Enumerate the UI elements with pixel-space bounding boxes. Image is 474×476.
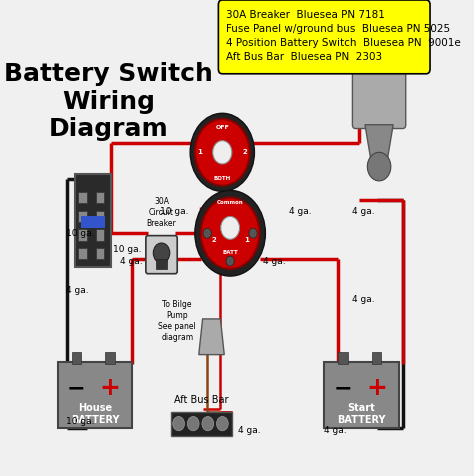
Bar [171, 412, 232, 436]
Text: −: − [67, 378, 86, 398]
Text: 4 ga.: 4 ga. [352, 208, 374, 216]
Circle shape [195, 119, 250, 186]
Bar [338, 352, 347, 364]
Text: 4 ga.: 4 ga. [120, 258, 143, 266]
Text: 30A
Circuit
Breaker: 30A Circuit Breaker [146, 197, 176, 228]
Bar [324, 362, 399, 428]
Bar [372, 352, 381, 364]
Circle shape [213, 141, 232, 164]
Text: Battery Switch
Wiring
Diagram: Battery Switch Wiring Diagram [4, 62, 213, 141]
Bar [96, 248, 104, 259]
Text: To Bilge
Pump
See panel
diagram: To Bilge Pump See panel diagram [158, 300, 196, 342]
Text: 4 ga.: 4 ga. [289, 208, 311, 216]
Circle shape [201, 198, 260, 269]
Text: −: − [334, 378, 352, 398]
Text: OFF: OFF [215, 125, 229, 130]
Text: 4 ga.: 4 ga. [238, 426, 261, 435]
Text: 4 ga.: 4 ga. [324, 426, 347, 435]
Text: +: + [366, 377, 387, 400]
Circle shape [217, 416, 228, 431]
Circle shape [153, 243, 170, 263]
Circle shape [202, 416, 214, 431]
Text: 2: 2 [211, 238, 216, 243]
Text: BATT: BATT [222, 250, 238, 256]
Text: 1: 1 [197, 149, 202, 155]
Text: 4 ga.: 4 ga. [264, 258, 286, 266]
Circle shape [195, 190, 265, 276]
Bar [78, 229, 87, 240]
Circle shape [173, 416, 184, 431]
Text: House
BATTERY: House BATTERY [71, 403, 119, 425]
Circle shape [203, 228, 211, 238]
Bar [78, 192, 87, 203]
Text: Start
BATTERY: Start BATTERY [337, 403, 386, 425]
FancyBboxPatch shape [219, 0, 430, 74]
Bar [96, 211, 104, 222]
Polygon shape [199, 319, 224, 355]
Bar [96, 229, 104, 240]
Text: 1: 1 [244, 238, 249, 243]
Bar [156, 258, 167, 268]
Circle shape [226, 256, 234, 266]
Text: Aft Bus Bar: Aft Bus Bar [174, 395, 229, 405]
Circle shape [187, 416, 199, 431]
Text: 10 ga.: 10 ga. [113, 246, 142, 254]
Bar [78, 248, 87, 259]
Bar [75, 174, 110, 267]
Text: 4 ga.: 4 ga. [65, 286, 88, 295]
Bar [96, 192, 104, 203]
Text: 4 ga.: 4 ga. [352, 296, 374, 304]
Circle shape [249, 228, 257, 238]
Text: 2: 2 [242, 149, 247, 155]
Text: Common: Common [217, 200, 244, 206]
FancyBboxPatch shape [146, 236, 177, 274]
Circle shape [221, 217, 239, 239]
Bar [81, 217, 105, 228]
Circle shape [367, 152, 391, 181]
Bar [72, 352, 81, 364]
Bar [58, 362, 132, 428]
Text: 10 ga.: 10 ga. [65, 229, 94, 238]
Circle shape [190, 113, 255, 191]
FancyBboxPatch shape [352, 58, 406, 129]
Bar [105, 352, 115, 364]
Text: 10 ga.: 10 ga. [65, 417, 94, 426]
Text: 10 ga.: 10 ga. [161, 208, 189, 216]
Text: BOTH: BOTH [214, 176, 231, 181]
Text: 30A Breaker  Bluesea PN 7181
Fuse Panel w/ground bus  Bluesea PN 5025
4 Position: 30A Breaker Bluesea PN 7181 Fuse Panel w… [226, 10, 461, 61]
Polygon shape [365, 125, 393, 167]
Bar [78, 211, 87, 222]
Text: +: + [100, 377, 120, 400]
